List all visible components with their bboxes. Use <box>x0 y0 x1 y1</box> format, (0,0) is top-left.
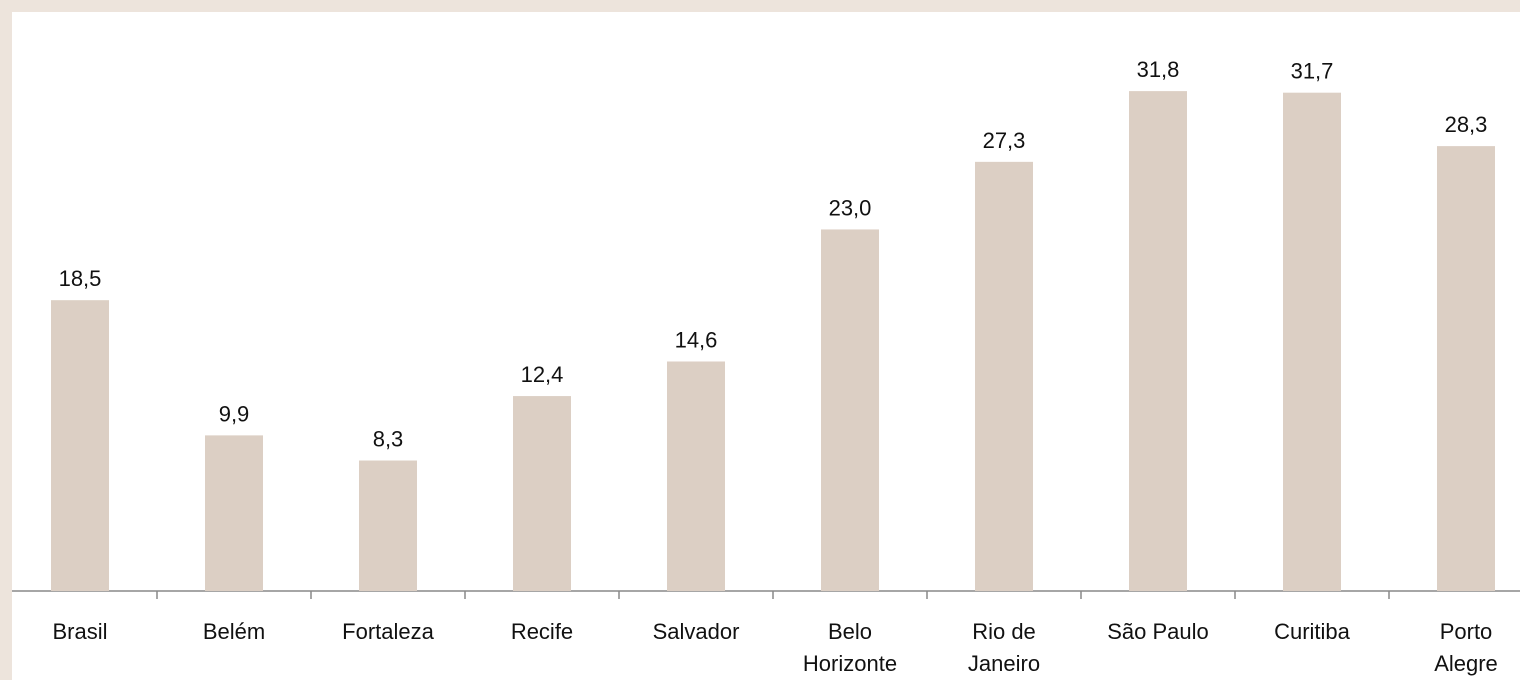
bar <box>975 161 1033 591</box>
chart-panel <box>12 12 1520 680</box>
value-label: 9,9 <box>219 401 250 426</box>
bar <box>359 460 417 591</box>
value-label: 31,7 <box>1291 59 1334 84</box>
value-label: 12,4 <box>521 362 564 387</box>
x-tick-label: Salvador <box>652 619 740 644</box>
bar <box>1437 146 1495 591</box>
x-tick-label: Brasil <box>52 619 108 644</box>
bar <box>513 396 571 591</box>
bar <box>205 435 263 591</box>
value-label: 18,5 <box>59 266 102 291</box>
value-label: 28,3 <box>1445 112 1488 137</box>
x-tick-label: Belém <box>202 619 266 644</box>
x-tick-label: Fortaleza <box>342 619 434 644</box>
value-label: 31,8 <box>1137 57 1180 82</box>
bar <box>51 300 109 591</box>
x-tick-label: Curitiba <box>1274 619 1350 644</box>
value-label: 23,0 <box>829 195 872 220</box>
x-tick-label: São Paulo <box>1107 619 1209 644</box>
bar <box>1129 91 1187 591</box>
bar <box>1283 92 1341 592</box>
x-tick-label: Recife <box>510 619 574 644</box>
bar <box>821 229 879 591</box>
x-tick-label: Porto Alegre <box>1434 619 1498 676</box>
x-tick-label: Belo Horizonte <box>802 619 898 676</box>
bar <box>667 361 725 591</box>
value-label: 14,6 <box>675 327 718 352</box>
value-label: 8,3 <box>373 427 404 452</box>
x-tick-label: Rio de Janeiro <box>967 619 1041 676</box>
value-label: 27,3 <box>983 128 1026 153</box>
